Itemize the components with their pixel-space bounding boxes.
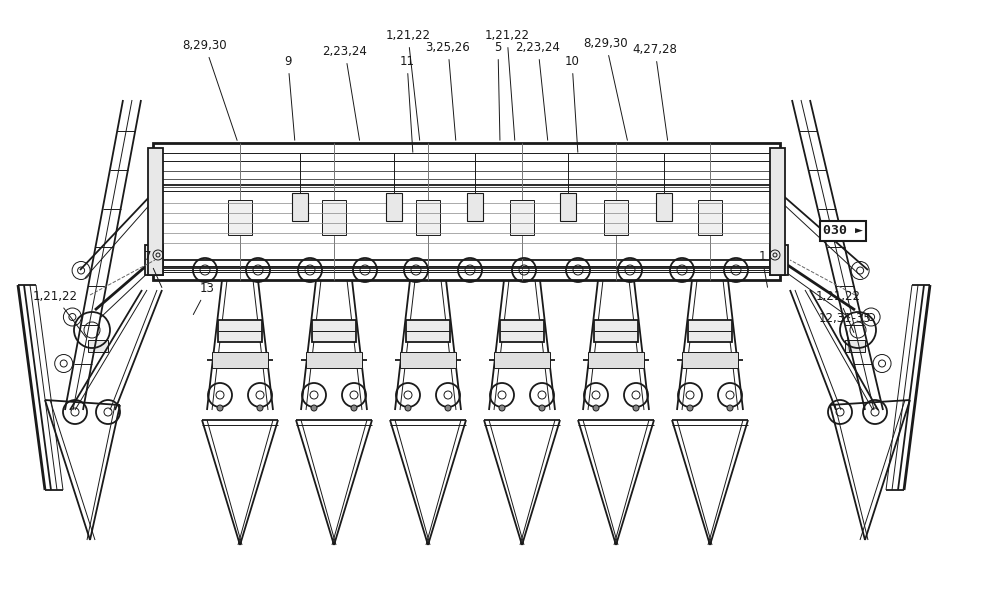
Text: 9: 9 — [284, 55, 295, 140]
Circle shape — [405, 405, 411, 411]
Text: 2,23,24: 2,23,24 — [516, 41, 560, 140]
Bar — [148, 148, 163, 275]
Circle shape — [687, 405, 693, 411]
Bar — [770, 148, 785, 275]
Text: 10: 10 — [565, 55, 579, 152]
Text: 7: 7 — [144, 250, 162, 287]
Bar — [604, 200, 628, 235]
Bar — [698, 200, 722, 235]
Bar — [212, 352, 268, 368]
Text: 12,31-35: 12,31-35 — [819, 312, 871, 352]
Bar — [406, 320, 450, 342]
Circle shape — [727, 405, 733, 411]
Text: 8,29,30: 8,29,30 — [584, 37, 628, 140]
Bar — [656, 193, 672, 221]
Bar — [218, 320, 262, 342]
Circle shape — [445, 405, 451, 411]
Bar — [770, 245, 788, 275]
Bar — [306, 352, 362, 368]
Text: 11: 11 — [400, 55, 415, 152]
Bar — [688, 320, 732, 342]
Text: 1,21,22: 1,21,22 — [484, 29, 530, 140]
Text: 8,29,30: 8,29,30 — [183, 39, 237, 141]
Circle shape — [311, 405, 317, 411]
Bar — [416, 200, 440, 235]
Text: 5: 5 — [494, 41, 502, 140]
Bar — [845, 340, 865, 352]
Circle shape — [539, 405, 545, 411]
Circle shape — [351, 405, 357, 411]
Bar — [467, 193, 483, 221]
Bar — [510, 200, 534, 235]
Bar — [682, 352, 738, 368]
Bar — [322, 200, 346, 235]
Bar — [500, 320, 544, 342]
Text: 1,21,22: 1,21,22 — [816, 290, 860, 333]
Text: 4,27,28: 4,27,28 — [633, 43, 677, 140]
Circle shape — [593, 405, 599, 411]
Text: 030 ►: 030 ► — [823, 225, 863, 237]
Bar — [588, 352, 644, 368]
Bar — [145, 245, 163, 275]
Bar — [594, 320, 638, 342]
Text: 13: 13 — [193, 282, 214, 315]
Bar — [400, 352, 456, 368]
Bar — [312, 320, 356, 342]
Bar — [560, 193, 576, 221]
Bar — [494, 352, 550, 368]
Circle shape — [257, 405, 263, 411]
Bar — [228, 200, 252, 235]
Circle shape — [633, 405, 639, 411]
Circle shape — [217, 405, 223, 411]
Text: 1,21,22: 1,21,22 — [386, 29, 430, 140]
Text: 1,21,22: 1,21,22 — [32, 290, 86, 338]
Bar — [88, 340, 108, 352]
Bar — [292, 193, 308, 221]
Text: 2,23,24: 2,23,24 — [323, 45, 367, 140]
Circle shape — [499, 405, 505, 411]
Bar — [386, 193, 402, 221]
Text: 1: 1 — [758, 250, 768, 287]
Text: 3,25,26: 3,25,26 — [426, 41, 470, 140]
Bar — [153, 143, 780, 280]
